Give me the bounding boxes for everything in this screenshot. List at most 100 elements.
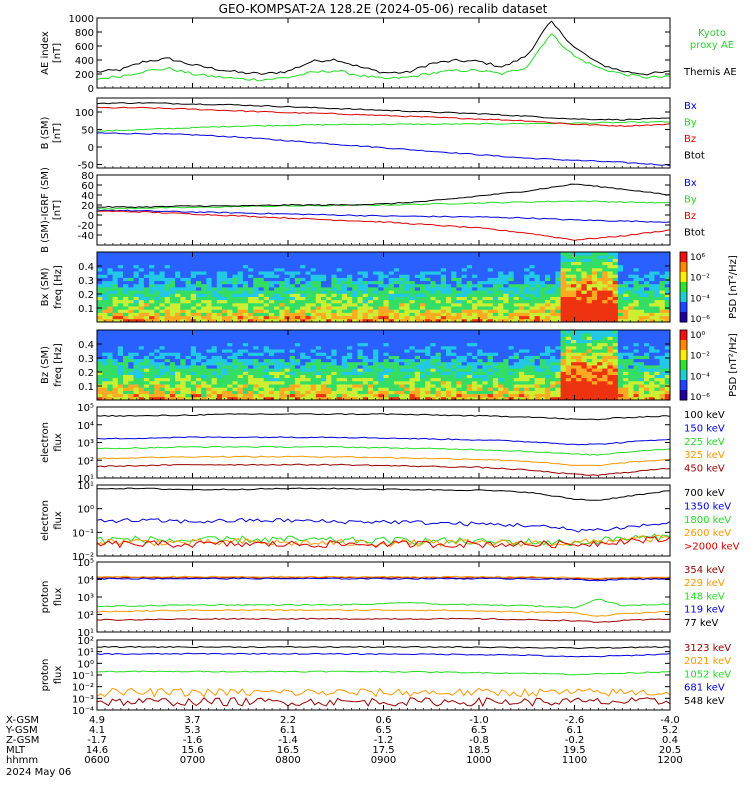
heatmap-cell <box>227 296 233 301</box>
heatmap-cell <box>435 361 442 366</box>
heatmap-cell <box>242 330 249 334</box>
heatmap-cell <box>284 349 291 353</box>
heatmap-cell <box>253 361 259 366</box>
heatmap-cell <box>102 345 108 350</box>
heatmap-cell <box>409 280 416 285</box>
heatmap-cell <box>284 390 291 395</box>
heatmap-cell <box>518 377 525 382</box>
heatmap-cell <box>216 280 223 285</box>
heatmap-cell <box>331 365 337 369</box>
heatmap-cell <box>274 396 280 401</box>
heatmap-cell <box>597 271 603 275</box>
heatmap-cell <box>190 290 197 294</box>
heatmap-cell <box>430 365 436 369</box>
heatmap-cell <box>263 342 270 347</box>
heatmap-cell <box>545 384 551 388</box>
heatmap-cell <box>149 380 155 385</box>
heatmap-cell <box>602 277 608 282</box>
heatmap-cell <box>107 345 113 350</box>
heatmap-cell <box>300 271 306 275</box>
heatmap-cell <box>164 306 171 310</box>
heatmap-cell <box>482 361 489 366</box>
heatmap-cell <box>159 274 166 278</box>
heatmap-cell <box>388 315 395 320</box>
heatmap-cell <box>268 355 275 360</box>
heatmap-cell <box>294 393 301 398</box>
heatmap-cell <box>357 283 364 288</box>
heatmap-cell <box>164 396 171 401</box>
heatmap-cell <box>357 280 364 285</box>
heatmap-cell <box>117 296 124 301</box>
heatmap-cell <box>430 336 436 340</box>
heatmap-cell <box>378 333 384 337</box>
heatmap-cell <box>102 293 108 297</box>
heatmap-cell <box>138 339 145 344</box>
heatmap-cell <box>597 255 603 259</box>
heatmap-cell <box>576 290 582 294</box>
heatmap-cell <box>232 377 238 382</box>
heatmap-cell <box>107 339 113 344</box>
heatmap-cell <box>201 287 207 291</box>
heatmap-cell <box>216 293 223 297</box>
heatmap-cell <box>362 290 369 294</box>
series-line-bz <box>96 210 671 241</box>
heatmap-cell <box>117 277 124 282</box>
heatmap-cell <box>492 283 499 288</box>
heatmap-cell <box>331 318 337 323</box>
heatmap-cell <box>315 267 322 272</box>
heatmap-cell <box>581 312 587 317</box>
heatmap-cell <box>253 261 259 266</box>
heatmap-cell <box>664 315 671 320</box>
heatmap-cell <box>305 361 311 366</box>
heatmap-cell <box>472 274 478 278</box>
heatmap-cell <box>617 318 624 323</box>
y-tick-label: 60 <box>81 181 94 192</box>
heatmap-cell <box>248 252 254 256</box>
heatmap-cell <box>138 315 145 320</box>
heatmap-cell <box>555 371 561 375</box>
heatmap-cell <box>149 336 155 340</box>
heatmap-cell <box>357 306 364 310</box>
heatmap-cell <box>581 252 587 256</box>
heatmap-cell <box>367 309 374 313</box>
heatmap-cell <box>164 377 171 382</box>
heatmap-cell <box>461 302 468 307</box>
heatmap-cell <box>258 365 265 369</box>
heatmap-cell <box>123 349 129 353</box>
heatmap-cell <box>279 371 285 375</box>
heatmap-cell <box>378 365 384 369</box>
heatmap-cell <box>498 258 504 262</box>
heatmap-cell <box>169 342 176 347</box>
heatmap-cell <box>211 342 218 347</box>
heatmap-cell <box>482 365 489 369</box>
heatmap-cell <box>612 293 619 297</box>
heatmap-cell <box>237 345 244 350</box>
heatmap-cell <box>492 299 499 304</box>
heatmap-cell <box>529 274 535 278</box>
heatmap-cell <box>112 390 119 395</box>
heatmap-cell <box>518 339 525 344</box>
heatmap-cell <box>591 390 598 395</box>
heatmap-cell <box>258 330 265 334</box>
heatmap-cell <box>268 345 275 350</box>
heatmap-cell <box>159 271 166 275</box>
heatmap-cell <box>581 358 587 363</box>
heatmap-cell <box>294 293 301 297</box>
heatmap-cell <box>237 302 244 307</box>
heatmap-cell <box>154 306 160 310</box>
heatmap-cell <box>378 261 384 266</box>
heatmap-cell <box>420 287 426 291</box>
heatmap-cell <box>222 361 228 366</box>
heatmap-cell <box>524 339 530 344</box>
heatmap-cell <box>373 299 379 304</box>
heatmap-cell <box>201 371 207 375</box>
heatmap-cell <box>97 312 103 317</box>
heatmap-cell <box>529 296 535 301</box>
heatmap-cell <box>545 283 551 288</box>
heatmap-cell <box>222 349 228 353</box>
heatmap-cell <box>357 287 364 291</box>
heatmap-cell <box>180 302 186 307</box>
heatmap-cell <box>430 380 436 385</box>
heatmap-cell <box>211 333 218 337</box>
heatmap-cell <box>222 333 228 337</box>
